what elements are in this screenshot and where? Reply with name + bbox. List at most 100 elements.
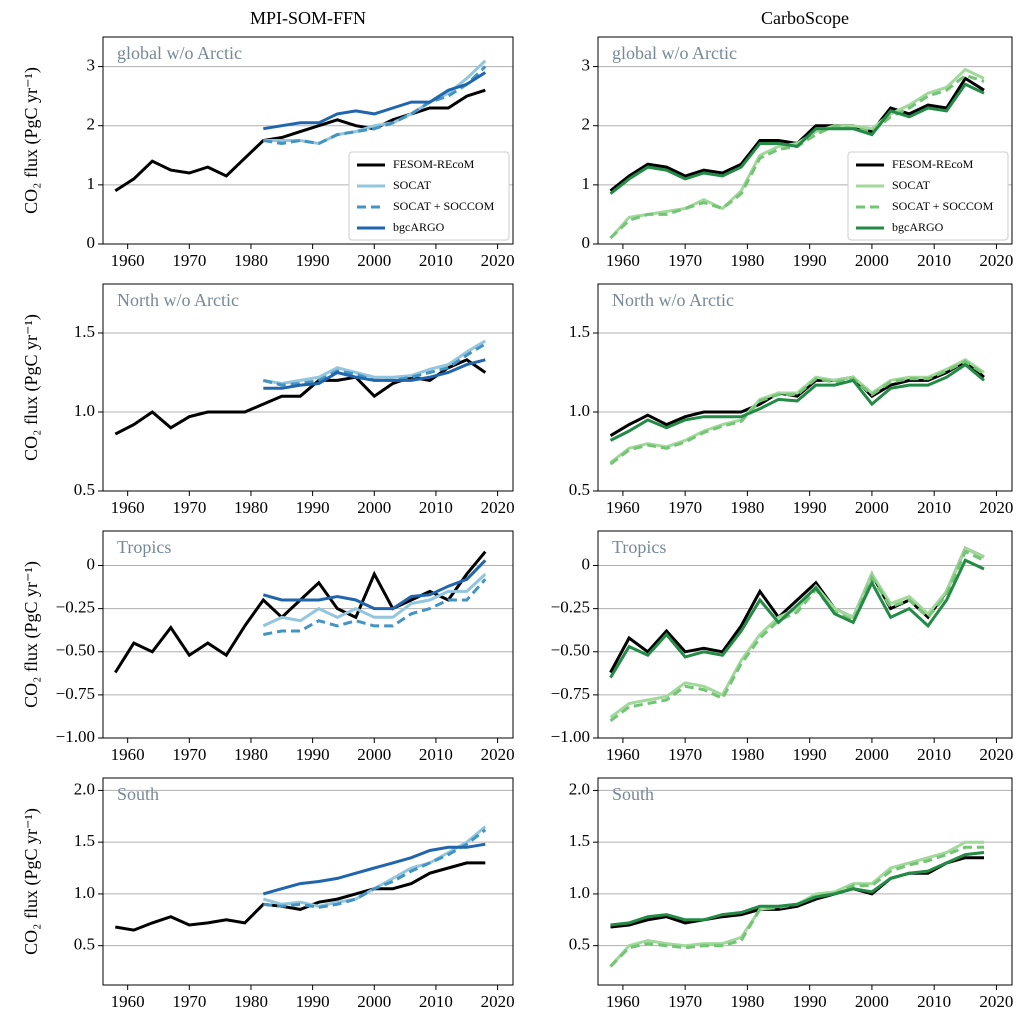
y-tick-label: 1.0 bbox=[74, 401, 95, 420]
y-axis-label: CO₂ flux (PgC yr⁻¹) bbox=[21, 561, 42, 708]
y-tick-label: −1.00 bbox=[56, 727, 95, 746]
series-line bbox=[609, 546, 985, 719]
x-tick-label: 2020 bbox=[979, 498, 1013, 517]
column-title: CarboScope bbox=[761, 8, 849, 28]
legend-label: SOCAT bbox=[393, 178, 432, 192]
y-tick-label: −1.00 bbox=[551, 727, 590, 746]
x-tick-label: 2000 bbox=[357, 992, 391, 1011]
series-line bbox=[610, 856, 984, 929]
y-tick-label: 1.5 bbox=[569, 831, 590, 850]
y-tick-label: 0 bbox=[87, 233, 96, 252]
x-tick-label: 1970 bbox=[668, 992, 702, 1011]
x-tick-label: 1980 bbox=[234, 251, 268, 270]
x-tick-label: 1990 bbox=[793, 992, 827, 1011]
y-axis-label: CO₂ flux (PgC yr⁻¹) bbox=[21, 67, 42, 214]
axes-frame bbox=[102, 530, 514, 739]
series-line bbox=[263, 339, 487, 386]
x-tick-label: 1980 bbox=[730, 992, 764, 1011]
x-tick-label: 1960 bbox=[111, 251, 145, 270]
legend-label: bgcARGO bbox=[393, 220, 445, 234]
y-tick-label: −0.50 bbox=[56, 641, 95, 660]
y-tick-label: 1 bbox=[87, 174, 96, 193]
x-tick-label: 1970 bbox=[668, 251, 702, 270]
y-tick-label: 0.5 bbox=[74, 935, 95, 954]
x-tick-label: 2020 bbox=[481, 992, 515, 1011]
x-tick-label: 1990 bbox=[296, 251, 330, 270]
legend-label: bgcARGO bbox=[892, 220, 944, 234]
x-tick-label: 1970 bbox=[668, 498, 702, 517]
y-tick-label: 2 bbox=[87, 115, 96, 134]
series-line bbox=[610, 851, 985, 927]
series-line bbox=[114, 88, 486, 193]
x-tick-label: 1990 bbox=[793, 745, 827, 764]
y-tick-label: 0.5 bbox=[74, 480, 95, 499]
x-tick-label: 2000 bbox=[357, 745, 391, 764]
axes-frame bbox=[102, 36, 514, 245]
x-tick-label: 1970 bbox=[172, 745, 206, 764]
x-tick-label: 2020 bbox=[979, 745, 1013, 764]
x-tick-label: 2010 bbox=[419, 745, 453, 764]
x-tick-label: 1960 bbox=[606, 745, 640, 764]
series-line bbox=[609, 558, 985, 679]
x-tick-label: 1960 bbox=[606, 251, 640, 270]
x-tick-label: 1990 bbox=[296, 498, 330, 517]
legend-box bbox=[847, 151, 1009, 241]
y-tick-label: −0.75 bbox=[551, 684, 590, 703]
region-label: global w/o Arctic bbox=[612, 43, 737, 63]
y-tick-label: 0.5 bbox=[569, 935, 590, 954]
series-line bbox=[114, 550, 487, 674]
y-tick-label: 3 bbox=[87, 55, 96, 74]
y-tick-label: 2.0 bbox=[569, 779, 590, 798]
region-label: South bbox=[612, 784, 654, 804]
x-tick-label: 1980 bbox=[234, 745, 268, 764]
series-line bbox=[263, 59, 487, 146]
y-tick-label: 2 bbox=[582, 115, 591, 134]
series-line bbox=[609, 358, 985, 464]
x-tick-label: 2010 bbox=[917, 992, 951, 1011]
series-line bbox=[609, 359, 985, 437]
x-tick-label: 2000 bbox=[855, 251, 889, 270]
y-tick-label: 1.0 bbox=[569, 401, 590, 420]
series-line bbox=[609, 67, 985, 240]
y-tick-label: 0 bbox=[582, 233, 591, 252]
x-tick-label: 2010 bbox=[917, 745, 951, 764]
column-title: MPI-SOM-FFN bbox=[250, 8, 366, 28]
y-tick-label: −0.50 bbox=[551, 641, 590, 660]
x-tick-label: 2000 bbox=[855, 498, 889, 517]
series-line bbox=[263, 358, 486, 390]
x-tick-label: 2000 bbox=[357, 498, 391, 517]
axes-frame bbox=[597, 36, 1013, 245]
y-tick-label: 0 bbox=[87, 554, 96, 573]
x-tick-label: 1980 bbox=[730, 745, 764, 764]
legend-label: SOCAT + SOCCOM bbox=[393, 199, 495, 213]
x-tick-label: 2000 bbox=[855, 745, 889, 764]
y-tick-label: 1.5 bbox=[569, 322, 590, 341]
y-tick-label: 1.5 bbox=[74, 831, 95, 850]
x-tick-label: 2010 bbox=[419, 251, 453, 270]
series-line bbox=[609, 82, 985, 195]
x-tick-label: 2020 bbox=[481, 498, 515, 517]
y-tick-label: 1.5 bbox=[74, 322, 95, 341]
region-label: North w/o Arctic bbox=[117, 290, 239, 310]
x-tick-label: 1960 bbox=[606, 498, 640, 517]
y-tick-label: 0 bbox=[582, 554, 591, 573]
legend-box bbox=[348, 151, 510, 241]
series-line bbox=[609, 549, 985, 723]
legend-label: SOCAT bbox=[892, 178, 931, 192]
series-line bbox=[115, 861, 486, 932]
x-tick-label: 1990 bbox=[793, 251, 827, 270]
x-tick-label: 2010 bbox=[419, 992, 453, 1011]
x-tick-label: 1970 bbox=[172, 992, 206, 1011]
region-label: South bbox=[117, 784, 159, 804]
x-tick-label: 1960 bbox=[111, 992, 145, 1011]
series-line bbox=[609, 362, 985, 442]
axes-frame bbox=[102, 283, 514, 492]
series-line bbox=[114, 358, 487, 436]
x-tick-label: 2020 bbox=[481, 745, 515, 764]
legend-label: SOCAT + SOCCOM bbox=[892, 199, 994, 213]
y-tick-label: 1 bbox=[582, 174, 591, 193]
region-label: Tropics bbox=[612, 537, 666, 557]
legend-label: FESOM-REcoM bbox=[892, 157, 974, 171]
x-tick-label: 1970 bbox=[668, 745, 702, 764]
series-line bbox=[262, 559, 487, 611]
